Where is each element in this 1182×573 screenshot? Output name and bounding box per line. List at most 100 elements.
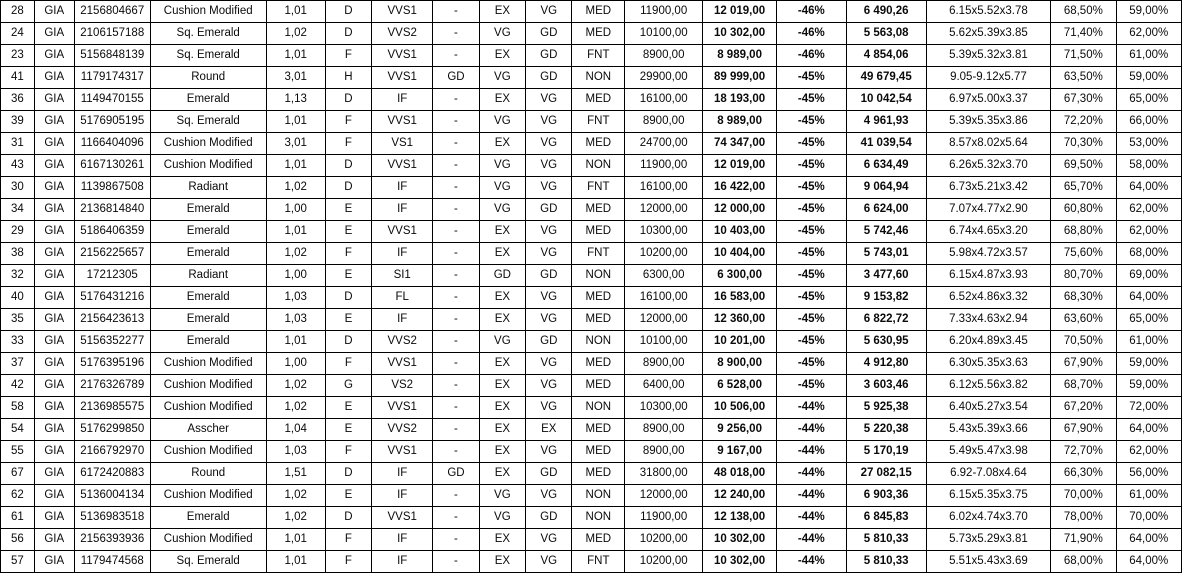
cell-color[interactable]: E	[324, 396, 373, 419]
cell-cert[interactable]: 5176431216	[73, 286, 151, 309]
cell-polish[interactable]: EX	[478, 396, 527, 419]
cell-net[interactable]: 6 624,00	[845, 198, 927, 221]
cell-carat[interactable]: 1,03	[265, 286, 326, 309]
cell-cut[interactable]: -	[432, 198, 480, 221]
cell-polish[interactable]: EX	[478, 440, 527, 463]
cell-color[interactable]: G	[324, 374, 373, 397]
cell-symmetry[interactable]: GD	[525, 198, 573, 221]
cell-idx[interactable]: 34	[0, 198, 35, 221]
cell-ask[interactable]: 10 404,00	[702, 242, 777, 265]
cell-shape[interactable]: Radiant	[149, 264, 267, 287]
cell-lab[interactable]: GIA	[33, 264, 75, 287]
cell-ask[interactable]: 9 256,00	[702, 418, 777, 441]
cell-net[interactable]: 6 490,26	[845, 0, 927, 23]
cell-disc[interactable]: -44%	[776, 440, 847, 463]
cell-rap[interactable]: 24700,00	[624, 132, 704, 155]
cell-net[interactable]: 5 170,19	[845, 440, 927, 463]
cell-net[interactable]: 4 912,80	[845, 352, 927, 375]
cell-clarity[interactable]: VVS2	[371, 418, 434, 441]
cell-clarity[interactable]: IF	[371, 198, 434, 221]
cell-polish[interactable]: EX	[478, 528, 527, 551]
cell-color[interactable]: D	[324, 22, 373, 45]
cell-clarity[interactable]: VVS1	[371, 396, 434, 419]
cell-lab[interactable]: GIA	[33, 286, 75, 309]
cell-rap[interactable]: 8900,00	[624, 110, 704, 133]
cell-clarity[interactable]: IF	[371, 88, 434, 111]
cell-rap[interactable]: 16100,00	[624, 286, 704, 309]
cell-meas[interactable]: 9.05-9.12x5.77	[925, 66, 1052, 89]
cell-rap[interactable]: 6400,00	[624, 374, 704, 397]
cell-shape[interactable]: Sq. Emerald	[149, 110, 267, 133]
cell-disc[interactable]: -45%	[776, 110, 847, 133]
cell-cert[interactable]: 2176326789	[73, 374, 151, 397]
cell-shape[interactable]: Cushion Modified	[149, 440, 267, 463]
cell-polish[interactable]: VG	[478, 176, 527, 199]
cell-meas[interactable]: 6.73x5.21x3.42	[925, 176, 1052, 199]
cell-symmetry[interactable]: VG	[525, 132, 573, 155]
table-row[interactable]: 36 GIA 1149470155 Emerald 1,13 D IF - EX VG MED 161…	[0, 88, 1182, 111]
cell-symmetry[interactable]: GD	[525, 330, 573, 353]
cell-polish[interactable]: EX	[478, 462, 527, 485]
cell-polish[interactable]: EX	[478, 44, 527, 67]
cell-color[interactable]: D	[324, 330, 373, 353]
cell-fluor[interactable]: FNT	[571, 110, 626, 133]
cell-fluor[interactable]: MED	[571, 462, 626, 485]
cell-cert[interactable]: 1139867508	[73, 176, 151, 199]
cell-clarity[interactable]: VS2	[371, 374, 434, 397]
cell-idx[interactable]: 28	[0, 0, 35, 23]
cell-rap[interactable]: 12000,00	[624, 484, 704, 507]
cell-clarity[interactable]: VVS1	[371, 0, 434, 23]
cell-net[interactable]: 9 153,82	[845, 286, 927, 309]
cell-net[interactable]: 3 603,46	[845, 374, 927, 397]
cell-cert[interactable]: 5156352277	[73, 330, 151, 353]
cell-idx[interactable]: 58	[0, 396, 35, 419]
cell-symmetry[interactable]: VG	[525, 154, 573, 177]
cell-ask[interactable]: 10 506,00	[702, 396, 777, 419]
cell-depth[interactable]: 80,70%	[1050, 264, 1117, 287]
cell-net[interactable]: 6 634,49	[845, 154, 927, 177]
cell-net[interactable]: 5 810,33	[845, 550, 927, 573]
cell-table[interactable]: 56,00%	[1115, 462, 1182, 485]
table-row[interactable]: 67 GIA 6172420883 Round 1,51 D IF GD EX GD MED 3180…	[0, 462, 1182, 485]
cell-carat[interactable]: 1,01	[265, 110, 326, 133]
cell-depth[interactable]: 72,20%	[1050, 110, 1117, 133]
cell-symmetry[interactable]: VG	[525, 286, 573, 309]
cell-ask[interactable]: 12 360,00	[702, 308, 777, 331]
cell-cert[interactable]: 5186406359	[73, 220, 151, 243]
cell-disc[interactable]: -45%	[776, 198, 847, 221]
cell-table[interactable]: 65,00%	[1115, 308, 1182, 331]
table-row[interactable]: 54 GIA 5176299850 Asscher 1,04 E VVS2- EX EX MED 8…	[0, 418, 1182, 441]
cell-disc[interactable]: -44%	[776, 484, 847, 507]
cell-color[interactable]: E	[324, 198, 373, 221]
cell-carat[interactable]: 1,01	[265, 220, 326, 243]
cell-shape[interactable]: Emerald	[149, 242, 267, 265]
cell-disc[interactable]: -45%	[776, 264, 847, 287]
cell-symmetry[interactable]: VG	[525, 484, 573, 507]
cell-cert[interactable]: 5176395196	[73, 352, 151, 375]
cell-clarity[interactable]: FL	[371, 286, 434, 309]
cell-carat[interactable]: 1,01	[265, 0, 326, 23]
cell-cut[interactable]: -	[432, 88, 480, 111]
cell-color[interactable]: D	[324, 462, 373, 485]
cell-symmetry[interactable]: VG	[525, 440, 573, 463]
cell-cut[interactable]: -	[432, 220, 480, 243]
cell-cut[interactable]: -	[432, 242, 480, 265]
cell-clarity[interactable]: VVS1	[371, 44, 434, 67]
cell-net[interactable]: 27 082,15	[845, 462, 927, 485]
cell-disc[interactable]: -45%	[776, 242, 847, 265]
cell-table[interactable]: 64,00%	[1115, 286, 1182, 309]
cell-idx[interactable]: 32	[0, 264, 35, 287]
cell-ask[interactable]: 12 240,00	[702, 484, 777, 507]
cell-net[interactable]: 5 220,38	[845, 418, 927, 441]
cell-net[interactable]: 5 810,33	[845, 528, 927, 551]
cell-meas[interactable]: 6.15x5.35x3.75	[925, 484, 1052, 507]
cell-depth[interactable]: 67,90%	[1050, 418, 1117, 441]
cell-carat[interactable]: 1,02	[265, 242, 326, 265]
cell-disc[interactable]: -45%	[776, 352, 847, 375]
cell-color[interactable]: H	[324, 66, 373, 89]
cell-meas[interactable]: 6.97x5.00x3.37	[925, 88, 1052, 111]
cell-ask[interactable]: 74 347,00	[702, 132, 777, 155]
cell-fluor[interactable]: MED	[571, 528, 626, 551]
cell-cut[interactable]: -	[432, 484, 480, 507]
